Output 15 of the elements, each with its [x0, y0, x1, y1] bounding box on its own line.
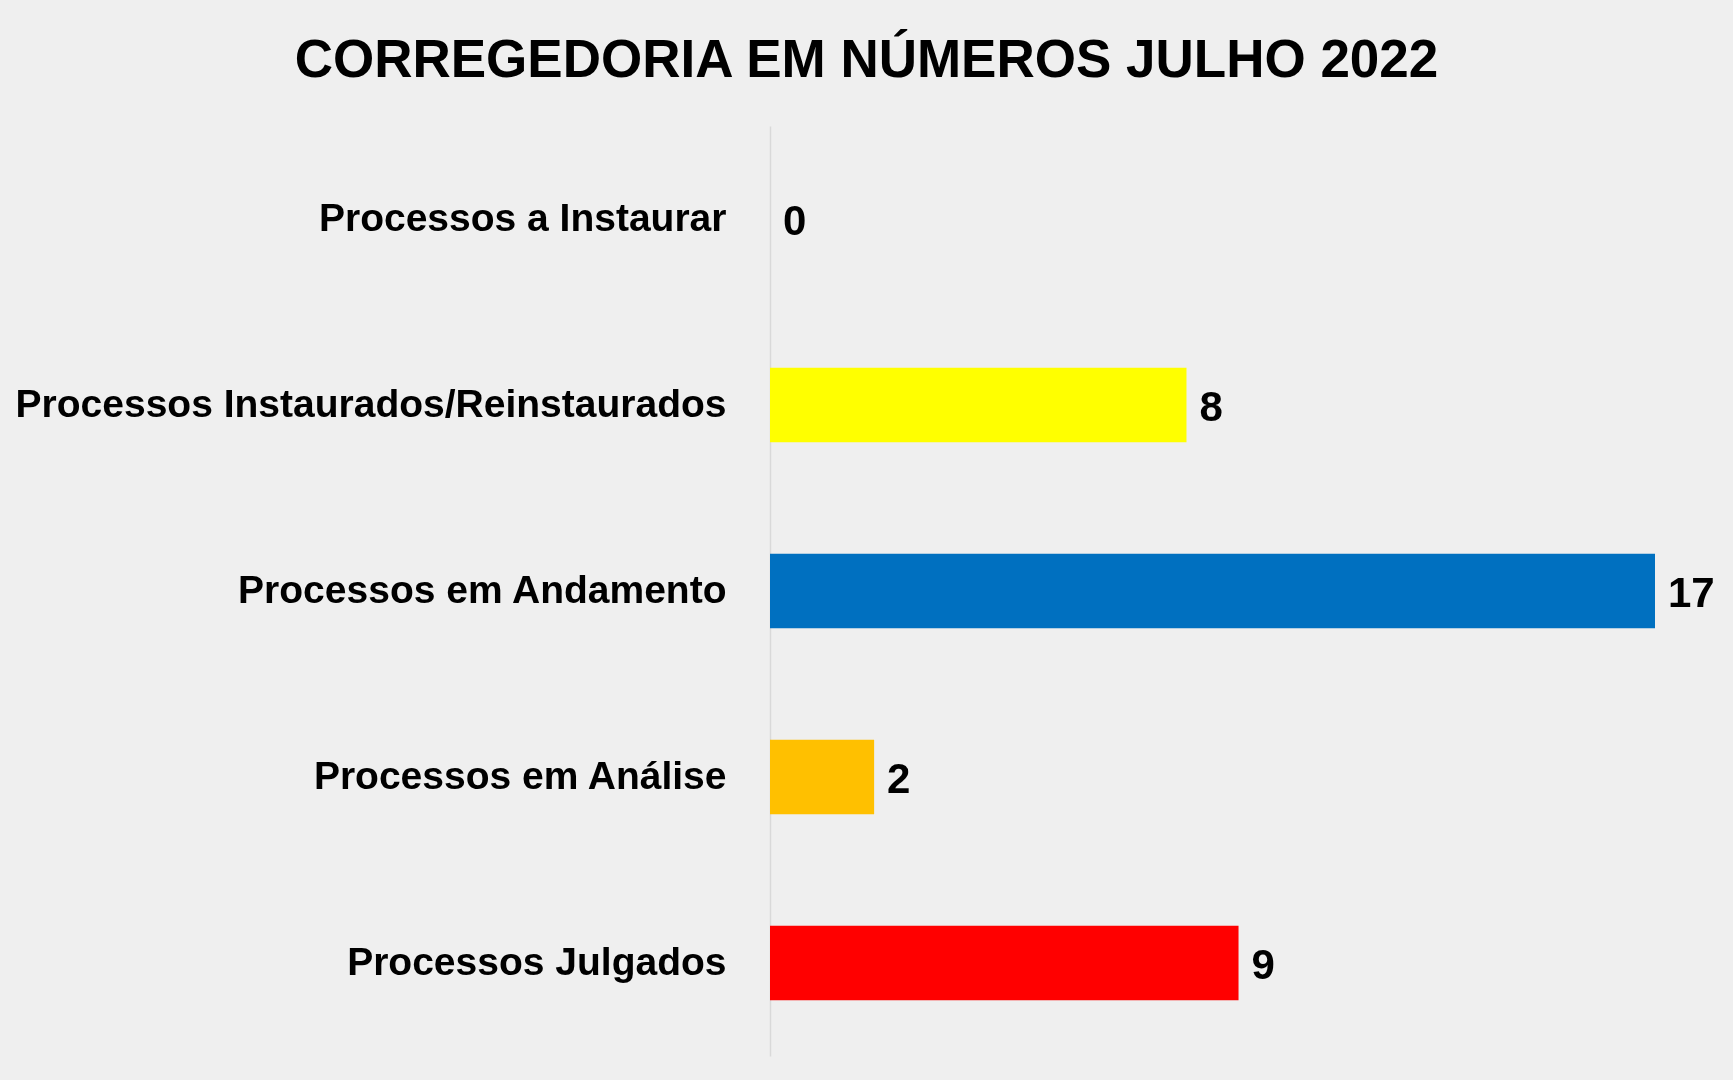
chart-title: CORREGEDORIA EM NÚMEROS JULHO 2022 [294, 29, 1439, 88]
data-label: 17 [1668, 569, 1715, 616]
data-label: 0 [783, 197, 807, 244]
y-tick-label: Processos em Andamento [238, 568, 727, 611]
y-tick-label: Processos Instaurados/Reinstaurados [15, 382, 727, 425]
bar [770, 925, 1239, 1001]
bar [770, 739, 875, 815]
y-tick-label: Processos a Instaurar [318, 196, 727, 239]
bar [770, 367, 1187, 443]
bar [770, 553, 1655, 629]
data-label: 2 [887, 755, 911, 802]
data-label: 8 [1199, 383, 1223, 430]
data-label: 9 [1251, 941, 1275, 988]
y-tick-label: Processos Julgados [347, 940, 727, 983]
y-tick-label: Processos em Análise [313, 754, 727, 797]
